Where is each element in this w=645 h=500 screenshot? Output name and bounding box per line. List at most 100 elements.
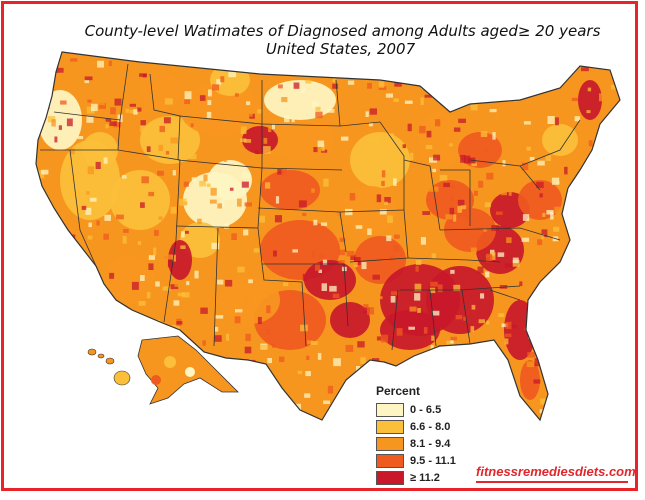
county-cell (590, 175, 597, 182)
county-cell (140, 202, 145, 208)
county-cell (234, 93, 239, 97)
county-cell (574, 116, 581, 122)
county-cell (291, 411, 295, 420)
county-cell (609, 120, 616, 124)
county-cell (439, 175, 448, 181)
county-cell (409, 152, 414, 161)
county-cell (406, 66, 414, 74)
county-cell (415, 266, 419, 272)
county-cell (197, 218, 202, 225)
county-cell (501, 323, 508, 328)
county-cell (332, 83, 339, 89)
county-cell (186, 281, 190, 286)
county-cell (129, 103, 136, 107)
county-cell (97, 202, 103, 206)
county-cell (164, 254, 172, 260)
county-cell (614, 313, 620, 319)
county-cell (536, 181, 544, 188)
county-cell (437, 284, 443, 293)
county-cell (109, 121, 117, 126)
county-cell (313, 219, 318, 226)
county-cell (292, 249, 298, 253)
county-cell (378, 81, 385, 88)
county-cell (332, 293, 340, 298)
county-cell (153, 247, 157, 256)
county-cell (383, 69, 389, 76)
county-cell (333, 209, 340, 217)
county-cell (589, 349, 594, 357)
county-cell (484, 202, 491, 208)
county-cell (233, 413, 241, 420)
county-cell (480, 131, 488, 137)
county-cell (214, 411, 219, 418)
county-cell (338, 260, 345, 264)
county-cell (170, 284, 179, 290)
county-cell (262, 385, 270, 391)
county-cell (237, 198, 242, 207)
county-region (520, 360, 540, 400)
county-cell (140, 275, 145, 281)
county-region (380, 310, 440, 350)
county-cell (311, 250, 316, 258)
county-cell (315, 106, 321, 111)
county-cell (122, 387, 129, 392)
county-cell (363, 304, 369, 311)
county-cell (450, 196, 455, 202)
county-cell (333, 358, 341, 367)
county-cell (435, 119, 441, 127)
county-cell (345, 344, 354, 352)
county-cell (477, 414, 485, 419)
county-cell (366, 307, 375, 315)
county-cell (318, 269, 322, 273)
county-cell (532, 115, 538, 121)
county-cell (70, 58, 78, 62)
county-cell (63, 332, 67, 337)
county-cell (378, 86, 387, 90)
county-cell (125, 109, 129, 113)
county-cell (431, 186, 439, 192)
county-cell (321, 143, 325, 152)
county-cell (240, 138, 247, 143)
county-cell (504, 338, 509, 345)
county-cell (81, 275, 90, 281)
county-cell (121, 328, 125, 335)
county-cell (518, 73, 523, 81)
county-cell (618, 171, 620, 177)
county-cell (39, 342, 45, 350)
county-region (106, 256, 154, 304)
county-cell (140, 120, 146, 126)
county-cell (307, 340, 313, 345)
county-cell (424, 94, 432, 98)
county-cell (483, 148, 489, 153)
county-cell (575, 244, 583, 248)
county-cell (244, 415, 250, 420)
county-cell (394, 234, 400, 239)
county-cell (553, 303, 561, 308)
county-cell (420, 237, 426, 245)
county-cell (254, 373, 261, 381)
county-cell (109, 272, 115, 279)
county-region (208, 160, 252, 200)
county-cell (527, 352, 536, 358)
county-region (260, 170, 320, 210)
county-cell (205, 281, 211, 286)
map-subtitle: United States, 2007 (265, 40, 416, 58)
county-cell (393, 245, 400, 253)
county-cell (423, 327, 428, 334)
county-cell (480, 293, 485, 299)
county-cell (297, 370, 302, 375)
county-cell (432, 168, 437, 173)
county-cell (380, 334, 388, 343)
county-cell (563, 257, 570, 263)
county-cell (257, 316, 262, 325)
county-cell (450, 336, 457, 341)
county-cell (322, 345, 328, 351)
county-cell (341, 136, 349, 141)
legend-swatch (376, 436, 404, 451)
county-cell (526, 361, 535, 368)
county-cell (371, 365, 378, 373)
county-cell (298, 200, 307, 208)
county-cell (37, 170, 45, 179)
county-cell (605, 257, 613, 264)
county-cell (220, 76, 225, 83)
